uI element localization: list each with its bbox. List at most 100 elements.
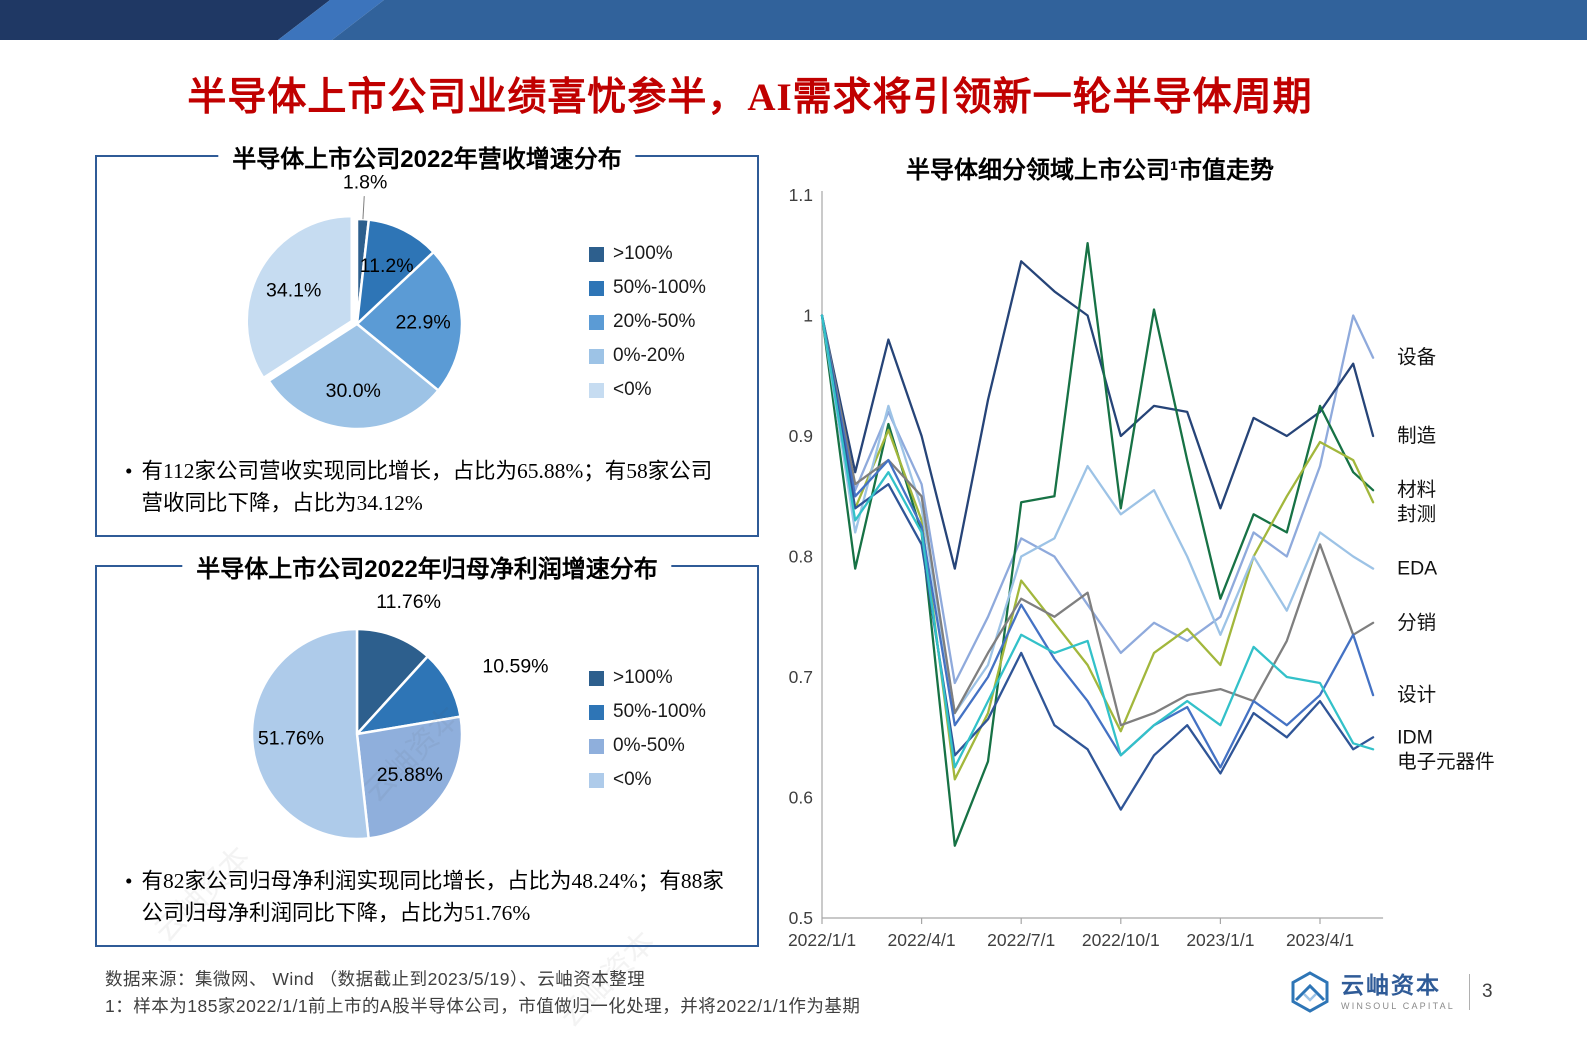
- header-bar-navy: [0, 0, 330, 40]
- series-label: 分销: [1397, 612, 1436, 634]
- legend-item: 0%-20%: [589, 345, 706, 367]
- pie-data-label: 51.76%: [258, 728, 324, 750]
- profit-pie-legend: >100% 50%-100% 0%-50% <0%: [589, 667, 706, 803]
- series-line: [820, 314, 1375, 727]
- pie-slice: [267, 322, 440, 431]
- pie-data-label: 34.1%: [266, 279, 321, 301]
- pie-slice: [355, 250, 464, 392]
- legend-swatch: [589, 738, 604, 754]
- series-label: 制造: [1397, 425, 1436, 447]
- market-cap-chart-title: 半导体细分领域上市公司¹市值走势: [906, 157, 1274, 184]
- y-tick-label: 0.9: [789, 426, 813, 446]
- legend-label: <0%: [613, 769, 652, 790]
- legend-item: 50%-100%: [589, 701, 706, 723]
- legend-swatch: [589, 280, 604, 296]
- legend-label: >100%: [613, 243, 673, 264]
- pie-data-label: 10.59%: [482, 656, 548, 678]
- page-number: 3: [1482, 981, 1493, 1002]
- legend-label: 50%-100%: [613, 701, 706, 722]
- pie-data-label: 30.0%: [326, 380, 381, 402]
- y-tick-label: 0.8: [789, 547, 813, 567]
- legend-label: <0%: [613, 379, 652, 400]
- logo-subtitle: WINSOUL CAPITAL: [1341, 1000, 1456, 1011]
- logo-fold: [1303, 993, 1317, 1002]
- revenue-pie-chart: 1.8% 11.2% 22.9% 30.0% 34.1%: [245, 171, 464, 431]
- revenue-note: • 有112家公司营收实现同比增长，占比为65.88%；有58家公司营收同比下降…: [125, 455, 731, 520]
- legend-swatch: [589, 246, 604, 262]
- legend-swatch: [589, 704, 604, 720]
- pie-slice: [355, 627, 429, 736]
- legend-label: 20%-50%: [613, 311, 696, 332]
- header-bar-steel: [332, 0, 1587, 40]
- legend-item: 0%-50%: [589, 735, 706, 757]
- footnote-line: 1：样本为185家2022/1/1前上市的A股半导体公司，市值做归一化处理，并将…: [105, 996, 861, 1016]
- winsoul-logo-icon: [1291, 971, 1329, 1013]
- y-tick-label: 0.7: [789, 667, 813, 687]
- legend-item: >100%: [589, 243, 706, 265]
- legend-label: 0%-20%: [613, 345, 685, 366]
- profit-growth-panel: 半导体上市公司2022年归母净利润增速分布 11.76% 10.59% 25.88%…: [95, 549, 759, 947]
- x-tick-label: 2022/7/1: [987, 930, 1055, 950]
- legend-swatch: [589, 670, 604, 686]
- logo-hexagon: [1291, 971, 1329, 1013]
- x-tick-label: 2022/4/1: [888, 930, 956, 950]
- x-tick-label: 2022/1/1: [788, 930, 856, 950]
- series-line: [820, 314, 1375, 811]
- y-tick-label: 0.6: [789, 788, 813, 808]
- pie-data-label: 25.88%: [377, 764, 443, 786]
- series-label: 设备: [1397, 347, 1436, 369]
- legend-item: >100%: [589, 667, 706, 689]
- series-label: 电子元器件: [1397, 751, 1495, 773]
- profit-note-text: 有82家公司归母净利润实现同比增长，占比为48.24%；有88家公司归母净利润同…: [141, 869, 724, 926]
- y-tick-label: 1: [803, 306, 813, 326]
- logo-text: 云岫资本 WINSOUL CAPITAL: [1341, 972, 1456, 1011]
- label-leader-line: [362, 196, 365, 220]
- bullet-dot: •: [125, 869, 133, 893]
- revenue-note-text: 有112家公司营收实现同比增长，占比为65.88%；有58家公司营收同比下降，占…: [141, 459, 713, 516]
- revenue-pie-legend: >100% 50%-100% 20%-50% 0%-20% <0%: [589, 243, 706, 413]
- series-label: EDA: [1397, 558, 1437, 580]
- logo-divider: [1469, 974, 1471, 1010]
- revenue-panel-title: 半导体上市公司2022年营收增速分布: [218, 139, 636, 174]
- pie-slice: [250, 627, 370, 841]
- profit-note: • 有82家公司归母净利润实现同比增长，占比为48.24%；有88家公司归母净利…: [125, 865, 731, 930]
- pie-slice: [355, 218, 435, 326]
- profit-panel-title: 半导体上市公司2022年归母净利润增速分布: [182, 549, 672, 584]
- series-line: [820, 314, 1375, 769]
- x-tick-label: 2023/1/1: [1186, 930, 1254, 950]
- data-source-line: 数据来源：集微网、 Wind （数据截止到2023/5/19）、云岫资本整理: [105, 969, 646, 989]
- series-label: 设计: [1397, 684, 1436, 706]
- pie-data-label: 11.76%: [376, 591, 441, 613]
- legend-label: >100%: [613, 667, 673, 688]
- legend-swatch: [589, 314, 604, 330]
- legend-item: 50%-100%: [589, 277, 706, 299]
- pie-data-label: 11.2%: [360, 255, 414, 277]
- legend-item: 20%-50%: [589, 311, 706, 333]
- pie-slice: [355, 655, 462, 736]
- legend-item: <0%: [589, 379, 706, 401]
- pie-data-label: 22.9%: [395, 312, 450, 334]
- pie-data-label: 1.8%: [343, 171, 387, 193]
- series-line: [820, 314, 1375, 769]
- legend-swatch: [589, 348, 604, 364]
- legend-swatch: [589, 772, 604, 788]
- logo-name: 云岫资本: [1341, 972, 1441, 999]
- y-tick-label: 1.1: [789, 185, 813, 205]
- legend-label: 0%-50%: [613, 735, 685, 756]
- pie-slice: [355, 715, 464, 840]
- legend-item: <0%: [589, 769, 706, 791]
- y-tick-label: 0.5: [789, 908, 813, 928]
- logo-mountain: [1294, 983, 1326, 1002]
- series-label: 材料: [1397, 479, 1436, 501]
- legend-swatch: [589, 382, 604, 398]
- bullet-dot: •: [125, 459, 133, 483]
- series-label: IDM: [1397, 726, 1433, 748]
- profit-pie-chart: 11.76% 10.59% 25.88% 51.76%: [250, 591, 549, 841]
- pie-slice: [245, 214, 353, 380]
- header-decoration: [0, 0, 1587, 40]
- winsoul-logo: 云岫资本 WINSOUL CAPITAL 3: [1288, 970, 1493, 1014]
- x-tick-label: 2023/4/1: [1286, 930, 1354, 950]
- series-line: [820, 314, 1375, 685]
